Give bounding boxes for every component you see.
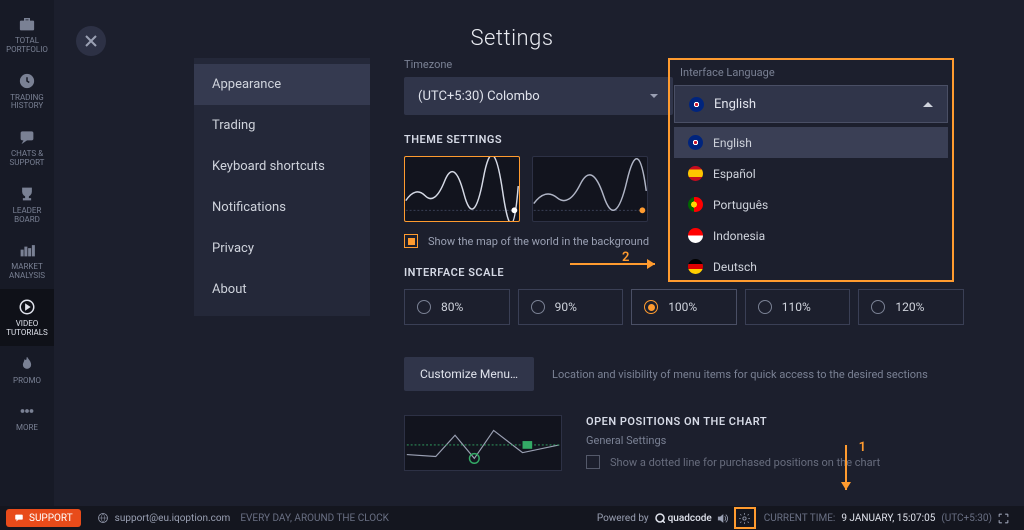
- sidebar-item-leader-board[interactable]: LEADER BOARD: [0, 176, 54, 233]
- map-checkbox-label: Show the map of the world in the backgro…: [428, 235, 649, 248]
- sidebar-item-video-tutorials[interactable]: VIDEO TUTORIALS: [0, 289, 54, 346]
- nav-keyboard[interactable]: Keyboard shortcuts: [194, 146, 370, 187]
- caret-down-icon: [649, 91, 659, 101]
- open-positions-preview: [404, 415, 562, 471]
- page-title: Settings: [0, 26, 1024, 51]
- globe-icon: [97, 512, 109, 524]
- sidebar-label: PROMO: [13, 377, 41, 386]
- flag-icon: [688, 166, 703, 181]
- ct-tz: (UTC+5:30): [941, 513, 992, 524]
- sidebar-label: LEADER BOARD: [2, 207, 52, 225]
- scale-options: 80% 90% 100% 110% 120%: [404, 289, 964, 325]
- nav-notifications[interactable]: Notifications: [194, 187, 370, 228]
- nav-appearance[interactable]: Appearance: [194, 64, 370, 105]
- radio-icon: [758, 300, 772, 314]
- chat-icon: [14, 513, 24, 523]
- scale-120[interactable]: 120%: [858, 289, 964, 325]
- flag-icon: [688, 259, 703, 274]
- flag-icon: [688, 135, 703, 150]
- language-dropdown[interactable]: English: [674, 85, 948, 123]
- sound-button[interactable]: [712, 507, 734, 529]
- sidebar-item-market-analysis[interactable]: MARKET ANALYSIS: [0, 232, 54, 289]
- sidebar-label: MARKET ANALYSIS: [2, 263, 52, 281]
- checkbox-icon: [586, 455, 600, 469]
- timezone-label: Timezone: [404, 58, 673, 71]
- timezone-value: (UTC+5:30) Colombo: [418, 89, 540, 104]
- open-pos-checkbox-row[interactable]: Show a dotted line for purchased positio…: [586, 455, 880, 469]
- chat-icon: [17, 127, 37, 147]
- ct-value: 9 JANUARY, 15:07:05: [841, 513, 935, 524]
- flag-icon: [689, 97, 704, 112]
- language-selected: English: [714, 97, 756, 112]
- lang-opt-spanish[interactable]: Español: [674, 158, 948, 189]
- brand-icon: [655, 513, 665, 523]
- sidebar-item-promo[interactable]: PROMO: [0, 346, 54, 394]
- ct-label: CURRENT TIME:: [764, 513, 836, 524]
- radio-icon: [531, 300, 545, 314]
- timezone-dropdown[interactable]: (UTC+5:30) Colombo: [404, 77, 673, 115]
- lang-opt-indonesia[interactable]: Indonesia: [674, 220, 948, 251]
- footer-tagline: EVERY DAY, AROUND THE CLOCK: [240, 513, 389, 524]
- flag-icon: [688, 197, 703, 212]
- clock-icon: [17, 71, 37, 91]
- radio-icon: [417, 300, 431, 314]
- sidebar-item-chats-support[interactable]: CHATS & SUPPORT: [0, 119, 54, 176]
- nav-privacy[interactable]: Privacy: [194, 228, 370, 269]
- annotation-label-1: 1: [859, 440, 866, 455]
- open-pos-title: OPEN POSITIONS ON THE CHART: [586, 415, 880, 428]
- trophy-icon: [17, 184, 37, 204]
- play-circle-icon: [17, 297, 37, 317]
- settings-gear-button[interactable]: [734, 507, 756, 529]
- sidebar-item-trading-history[interactable]: TRADING HISTORY: [0, 63, 54, 120]
- scale-90[interactable]: 90%: [518, 289, 624, 325]
- customize-hint: Location and visibility of menu items fo…: [552, 368, 928, 381]
- open-pos-subtitle: General Settings: [586, 434, 880, 447]
- theme-card-dark1[interactable]: [404, 156, 520, 222]
- lang-opt-deutsch[interactable]: Deutsch: [674, 251, 948, 282]
- lang-opt-portuguese[interactable]: Português: [674, 189, 948, 220]
- scale-110[interactable]: 110%: [745, 289, 851, 325]
- bottom-bar: SUPPORT support@eu.iqoption.com EVERY DA…: [0, 506, 1024, 530]
- more-icon: [17, 401, 37, 421]
- sidebar-label: CHATS & SUPPORT: [2, 150, 52, 168]
- theme-card-dark2[interactable]: [532, 156, 648, 222]
- scale-100[interactable]: 100%: [631, 289, 737, 325]
- sidebar-label: TRADING HISTORY: [2, 94, 52, 112]
- sidebar-item-more[interactable]: MORE: [0, 393, 54, 441]
- lang-opt-english[interactable]: English: [674, 127, 948, 158]
- flame-icon: [17, 354, 37, 374]
- fullscreen-button[interactable]: [992, 507, 1014, 529]
- sidebar-label: VIDEO TUTORIALS: [2, 320, 52, 338]
- flag-icon: [688, 228, 703, 243]
- nav-about[interactable]: About: [194, 269, 370, 310]
- checkbox-icon: [404, 234, 418, 248]
- language-options-list: English Español Português Indonesia Deut…: [674, 127, 948, 282]
- support-email[interactable]: support@eu.iqoption.com: [97, 512, 231, 524]
- language-dropdown-panel: Interface Language English English Españ…: [668, 58, 954, 282]
- nav-trading[interactable]: Trading: [194, 105, 370, 146]
- left-sidebar: TOTAL PORTFOLIO TRADING HISTORY CHATS & …: [0, 0, 54, 530]
- sidebar-label: MORE: [16, 424, 38, 433]
- annotation-label-2: 2: [622, 250, 629, 265]
- language-label: Interface Language: [680, 66, 942, 79]
- scale-80[interactable]: 80%: [404, 289, 510, 325]
- customize-menu-button[interactable]: Customize Menu…: [404, 357, 534, 391]
- caret-up-icon: [923, 102, 933, 107]
- settings-nav: Appearance Trading Keyboard shortcuts No…: [194, 58, 370, 316]
- support-button[interactable]: SUPPORT: [6, 509, 81, 527]
- open-pos-cb-label: Show a dotted line for purchased positio…: [610, 456, 880, 469]
- chart-icon: [17, 240, 37, 260]
- radio-icon: [871, 300, 885, 314]
- powered-by: Powered by quadcode: [597, 513, 712, 524]
- radio-icon: [644, 300, 658, 314]
